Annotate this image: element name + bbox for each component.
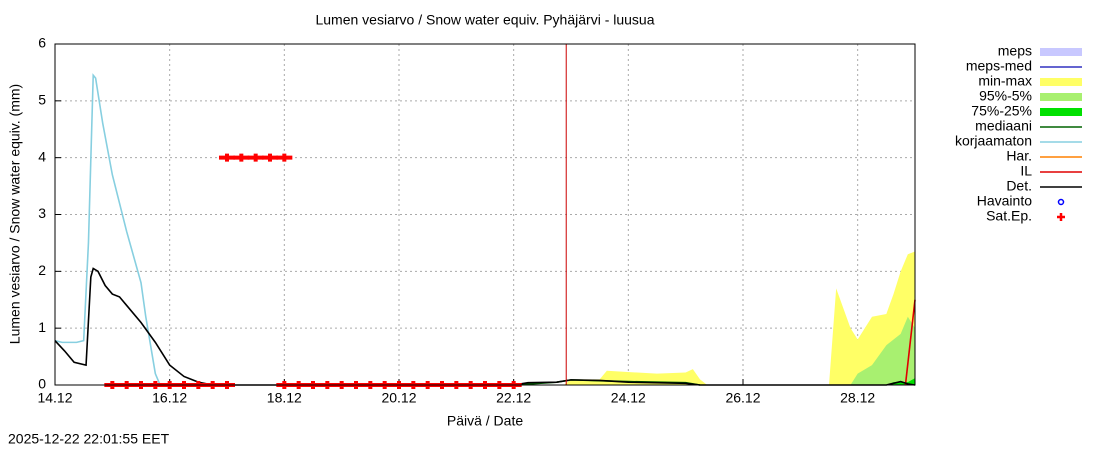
- legend-swatch: [1040, 78, 1082, 86]
- legend-swatch: [1057, 198, 1065, 206]
- legend-label: Har.: [1006, 148, 1032, 164]
- marker: [233, 153, 250, 162]
- x-tick-label: 16.12: [152, 390, 187, 406]
- marker: [262, 153, 278, 162]
- line: [54, 267, 916, 386]
- x-tick-label: 26.12: [725, 390, 760, 406]
- x-tick-label: 28.12: [840, 390, 875, 406]
- marker: [276, 153, 293, 162]
- y-tick-label: 6: [38, 35, 46, 51]
- plot-frame: [54, 43, 916, 386]
- legend-swatch: [1040, 93, 1082, 101]
- legend-swatch: [1057, 213, 1065, 221]
- y-tick-label: 2: [38, 262, 46, 278]
- legend-label: 95%-5%: [979, 88, 1032, 104]
- x-tick-label: 24.12: [611, 390, 646, 406]
- legend-label: mediaani: [975, 118, 1032, 134]
- y-tick-label: 1: [38, 319, 46, 335]
- legend-label: korjaamaton: [955, 133, 1032, 149]
- legend-swatch: [1040, 48, 1082, 56]
- x-tick-label: 14.12: [37, 390, 72, 406]
- legend-label: IL: [1020, 163, 1032, 179]
- chart-title: Lumen vesiarvo / Snow water equiv. Pyhäj…: [315, 12, 654, 28]
- legend-label: Sat.Ep.: [986, 208, 1032, 224]
- line: [904, 299, 916, 386]
- legend-label: min-max: [978, 73, 1032, 89]
- y-tick-label: 5: [38, 92, 46, 108]
- x-tick-label: 18.12: [267, 390, 302, 406]
- legend-swatch: [1040, 108, 1082, 116]
- area: [850, 316, 915, 385]
- legend-label: meps: [998, 43, 1032, 59]
- y-tick-label: 0: [38, 376, 46, 392]
- legend-label: Havainto: [977, 193, 1032, 209]
- x-tick-label: 20.12: [381, 390, 416, 406]
- line: [54, 73, 161, 386]
- y-tick-label: 3: [38, 205, 46, 221]
- legend-label: Det.: [1006, 178, 1032, 194]
- x-tick-label: 22.12: [496, 390, 531, 406]
- x-axis-label: Päivä / Date: [447, 413, 523, 429]
- timestamp: 2025-12-22 22:01:55 EET: [8, 431, 170, 447]
- legend-label: meps-med: [966, 58, 1032, 74]
- marker: [247, 153, 264, 162]
- marker: [219, 153, 235, 162]
- y-tick-label: 4: [38, 148, 46, 164]
- legend-label: 75%-25%: [971, 103, 1032, 119]
- y-axis-label: Lumen vesiarvo / Snow water equiv. (mm): [7, 84, 23, 344]
